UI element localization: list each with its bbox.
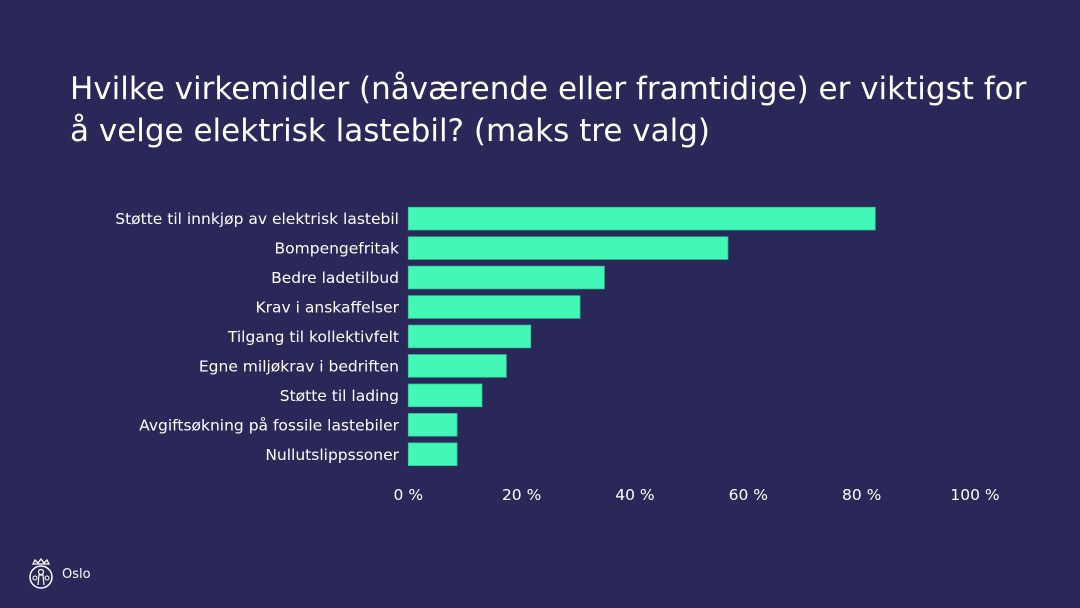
- category-label: Nullutslippssoner: [265, 446, 399, 464]
- page-title: Hvilke virkemidler (nåværende eller fram…: [70, 71, 1027, 149]
- category-label: Avgiftsøkning på fossile lastebiler: [139, 416, 399, 434]
- x-tick-label: 40 %: [615, 486, 654, 504]
- bar: [407, 442, 458, 466]
- x-tick-label: 60 %: [729, 486, 768, 504]
- bar: [407, 265, 605, 290]
- category-label: Støtte til lading: [280, 387, 399, 405]
- category-label: Egne miljøkrav i bedriften: [199, 357, 399, 375]
- oslo-seal-icon: [29, 558, 53, 589]
- x-tick-label: 100 %: [950, 486, 999, 504]
- category-label: Bedre ladetilbud: [271, 269, 399, 287]
- oslo-logo: Oslo: [26, 558, 91, 590]
- bar: [407, 236, 729, 260]
- bar: [407, 295, 581, 319]
- x-tick-label: 0 %: [394, 486, 424, 504]
- bar: [407, 206, 876, 231]
- x-tick-label: 80 %: [842, 486, 881, 504]
- logo-text: Oslo: [62, 566, 91, 582]
- category-label: Krav i anskaffelser: [256, 299, 400, 317]
- category-label: Bompengefritak: [275, 240, 400, 258]
- category-label: Tilgang til kollektivfelt: [227, 328, 399, 346]
- bar: [407, 413, 458, 437]
- bar: [407, 383, 483, 408]
- x-tick-label: 20 %: [502, 486, 541, 504]
- category-label: Støtte til innkjøp av elektrisk lastebil: [115, 210, 399, 228]
- bar: [407, 324, 532, 349]
- bar: [407, 354, 507, 378]
